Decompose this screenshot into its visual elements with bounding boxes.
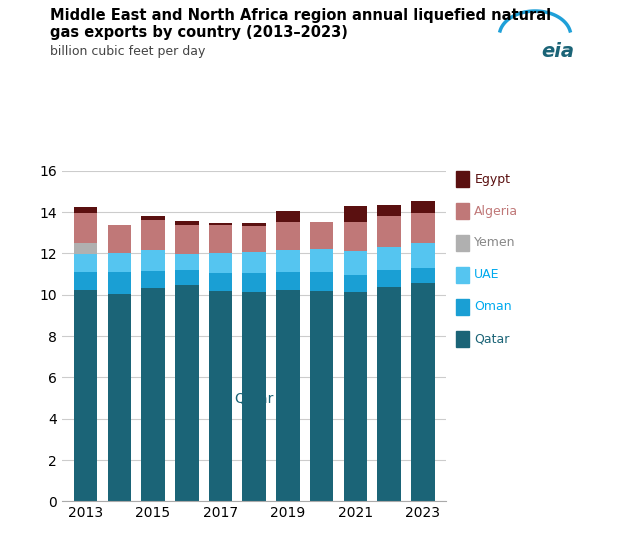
Text: gas exports by country (2013–2023): gas exports by country (2013–2023)	[50, 25, 347, 40]
Bar	[242, 291, 266, 501]
Bar	[74, 207, 97, 213]
Bar	[74, 255, 97, 272]
Bar	[209, 291, 232, 501]
Bar	[378, 287, 401, 501]
Bar	[107, 272, 131, 294]
Bar	[175, 225, 198, 255]
Bar	[141, 250, 165, 271]
Text: Algeria: Algeria	[474, 204, 518, 218]
Text: Yemen: Yemen	[474, 236, 516, 250]
Bar	[242, 273, 266, 291]
Text: billion cubic feet per day: billion cubic feet per day	[50, 45, 205, 58]
Text: Qatar: Qatar	[474, 332, 510, 345]
Text: Middle East and North Africa region annual liquefied natural: Middle East and North Africa region annu…	[50, 8, 551, 23]
Bar	[242, 225, 266, 252]
Bar	[175, 270, 198, 285]
Bar	[378, 270, 401, 287]
Bar	[343, 206, 367, 223]
Bar	[276, 211, 299, 223]
Bar	[74, 290, 97, 501]
Text: UAE: UAE	[474, 268, 500, 282]
Text: Oman: Oman	[474, 300, 512, 314]
Bar	[343, 291, 367, 501]
Bar	[411, 283, 435, 501]
Bar	[107, 253, 131, 272]
Bar	[378, 205, 401, 216]
Bar	[141, 220, 165, 250]
Bar	[74, 272, 97, 290]
Bar	[343, 275, 367, 291]
Bar	[107, 225, 131, 253]
Bar	[310, 272, 334, 291]
Bar	[209, 273, 232, 291]
Bar	[74, 213, 97, 243]
Text: eia: eia	[541, 42, 574, 61]
Bar	[175, 285, 198, 501]
Bar	[343, 223, 367, 251]
Bar	[378, 247, 401, 270]
Bar	[310, 291, 334, 501]
Bar	[175, 255, 198, 270]
Bar	[411, 243, 435, 268]
Bar	[378, 216, 401, 247]
Bar	[411, 213, 435, 243]
Bar	[276, 250, 299, 272]
Text: Egypt: Egypt	[474, 172, 510, 186]
Bar	[411, 201, 435, 213]
Bar	[74, 243, 97, 255]
Bar	[209, 253, 232, 273]
Bar	[411, 268, 435, 283]
Bar	[209, 224, 232, 225]
Bar	[242, 224, 266, 225]
Bar	[141, 271, 165, 288]
Bar	[141, 288, 165, 501]
Bar	[276, 223, 299, 250]
Bar	[310, 249, 334, 272]
Bar	[310, 223, 334, 249]
Bar	[242, 252, 266, 273]
Bar	[175, 222, 198, 225]
Bar	[276, 290, 299, 501]
Bar	[343, 251, 367, 275]
Bar	[276, 272, 299, 290]
Bar	[107, 294, 131, 501]
Bar	[141, 217, 165, 220]
Text: Qatar: Qatar	[234, 391, 274, 405]
Bar	[209, 225, 232, 253]
